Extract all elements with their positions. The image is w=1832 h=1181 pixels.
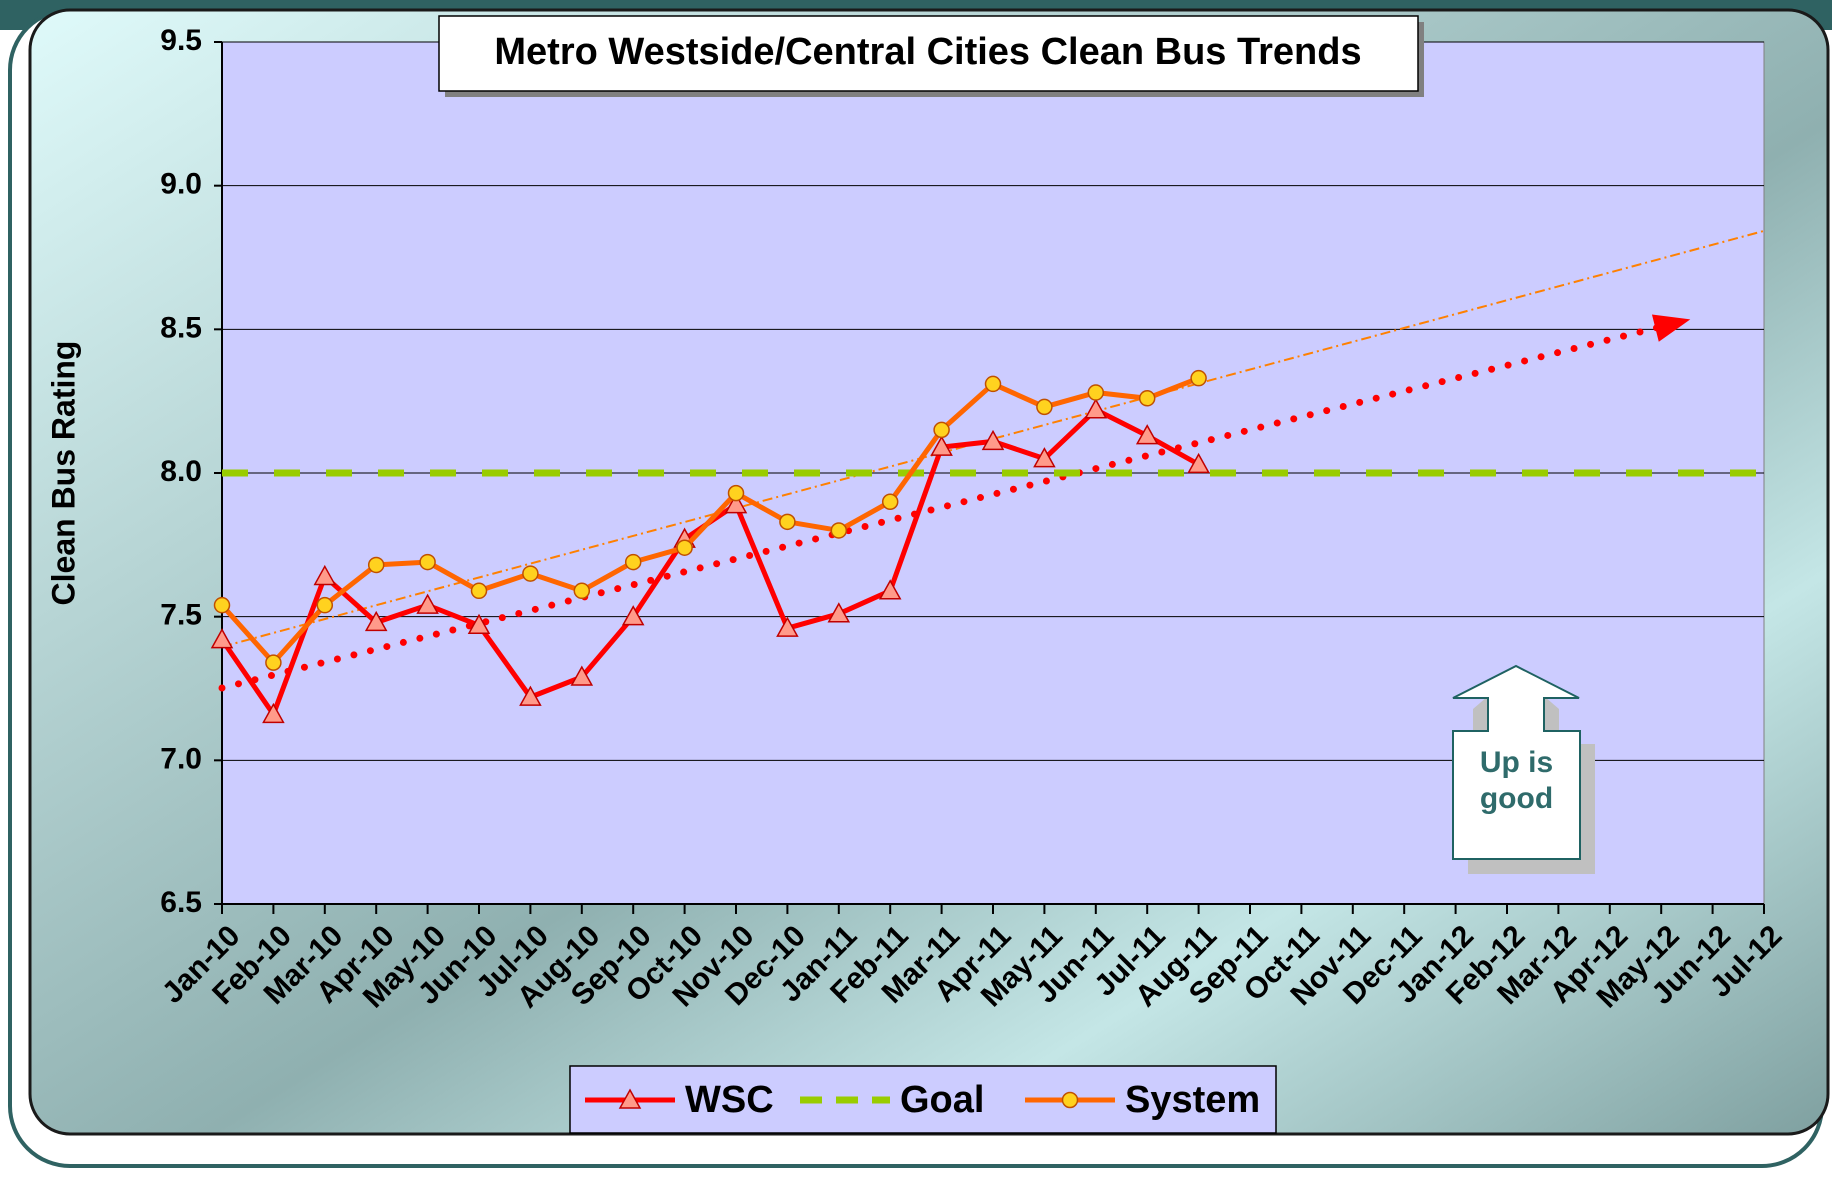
title-box <box>438 15 1419 92</box>
point <box>522 565 539 582</box>
point <box>827 602 851 623</box>
point <box>779 513 796 531</box>
point <box>1187 452 1210 474</box>
point <box>210 628 234 649</box>
point <box>1138 390 1156 407</box>
point <box>930 435 953 456</box>
point <box>621 605 645 626</box>
point <box>213 596 231 614</box>
point <box>416 593 439 614</box>
point <box>570 665 594 686</box>
point <box>519 685 542 706</box>
point <box>776 616 799 637</box>
point <box>316 596 334 614</box>
point <box>1061 1091 1079 1109</box>
annotation-box: Up is good <box>1479 746 1554 815</box>
point <box>727 484 745 502</box>
chart-title: Metro Westside/Central Cities Clean Bus … <box>494 31 1361 73</box>
legend <box>569 1065 1277 1134</box>
point <box>881 493 899 510</box>
point <box>313 564 337 586</box>
point <box>724 493 748 514</box>
point <box>830 522 848 539</box>
point <box>364 610 388 632</box>
legend-label: System <box>1125 1079 1260 1121</box>
y-tick-label: 9.5 <box>160 24 202 57</box>
annotation: Up is good <box>1479 746 1554 815</box>
y-tick-label: 6.5 <box>160 886 202 919</box>
y-tick-label: 8.5 <box>160 311 202 344</box>
y-tick-label: 7.0 <box>160 742 202 775</box>
point <box>933 421 950 439</box>
point <box>984 375 1002 393</box>
y-tick-label: 7.5 <box>160 599 202 632</box>
point <box>624 553 642 571</box>
point <box>467 613 491 635</box>
y-tick-label: 8.0 <box>160 455 202 488</box>
series-line <box>220 375 1200 666</box>
point <box>1033 447 1056 468</box>
legend-label: WSC <box>685 1079 774 1121</box>
point <box>1084 398 1108 419</box>
point <box>1036 398 1053 416</box>
point <box>878 579 902 600</box>
point <box>262 702 285 724</box>
trend-arrowhead <box>1651 314 1691 342</box>
y-axis-label: Clean Bus Rating <box>45 341 81 606</box>
y-tick-label: 9.0 <box>160 168 202 201</box>
point <box>981 429 1005 451</box>
legend-label: Goal <box>900 1079 984 1121</box>
point <box>419 553 436 571</box>
point <box>1087 384 1105 401</box>
point <box>265 654 282 671</box>
system-trendline <box>221 229 1765 648</box>
point <box>573 582 591 600</box>
point <box>676 539 693 556</box>
point <box>1190 369 1207 387</box>
point <box>1135 424 1159 445</box>
point <box>470 582 488 600</box>
point <box>367 556 385 574</box>
point <box>618 1088 642 1109</box>
up-arrow <box>1452 664 1581 860</box>
